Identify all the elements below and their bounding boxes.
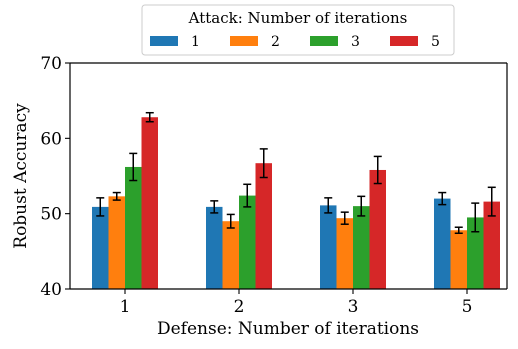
bar-series-3-cat-1 bbox=[125, 166, 142, 289]
x-tick-label-2: 2 bbox=[234, 297, 245, 317]
bar-series-1-cat-5 bbox=[434, 198, 451, 289]
bar-series-2-cat-1 bbox=[108, 196, 125, 289]
x-tick-label-3: 3 bbox=[348, 297, 359, 317]
bars bbox=[92, 117, 500, 290]
legend-swatch-2 bbox=[230, 36, 258, 46]
y-tick-label-40: 40 bbox=[40, 280, 62, 300]
legend-entry-5: 5 bbox=[390, 34, 440, 50]
error-bar-series-2-cat-5 bbox=[454, 226, 463, 235]
bar-series-3-cat-5 bbox=[467, 217, 484, 289]
error-bar-series-5-cat-2 bbox=[259, 148, 268, 179]
legend-swatch-1 bbox=[150, 36, 178, 46]
bar-series-2-cat-5 bbox=[450, 230, 467, 289]
legend: Attack: Number of iterations 1 2 3 5 bbox=[141, 4, 455, 56]
error-bars bbox=[96, 111, 496, 235]
error-bar-series-2-cat-3 bbox=[340, 211, 349, 225]
legend-label-2: 2 bbox=[271, 34, 280, 50]
legend-label-5: 5 bbox=[431, 34, 440, 50]
legend-entry-1: 1 bbox=[150, 34, 200, 50]
error-bar-series-3-cat-5 bbox=[471, 202, 480, 233]
legend-swatch-5 bbox=[390, 36, 418, 46]
bar-series-3-cat-3 bbox=[353, 206, 370, 289]
bar-series-1-cat-1 bbox=[92, 206, 109, 289]
error-bar-series-1-cat-5 bbox=[438, 191, 447, 206]
error-bar-series-5-cat-3 bbox=[373, 155, 382, 185]
y-tick-label-70: 70 bbox=[40, 54, 62, 74]
legend-frame bbox=[141, 4, 455, 56]
legend-items: 1 2 3 5 bbox=[150, 34, 440, 50]
error-bar-series-1-cat-1 bbox=[96, 197, 105, 217]
legend-swatch-3 bbox=[310, 36, 338, 46]
axes bbox=[69, 62, 508, 290]
y-ticks: 40 50 60 70 bbox=[40, 54, 70, 300]
error-bar-series-1-cat-2 bbox=[210, 200, 219, 214]
legend-label-1: 1 bbox=[191, 34, 200, 50]
x-axis-label: Defense: Number of iterations bbox=[157, 319, 419, 339]
bar-series-5-cat-3 bbox=[369, 169, 386, 289]
bar-series-5-cat-5 bbox=[483, 201, 500, 289]
bar-series-5-cat-2 bbox=[255, 163, 272, 289]
legend-title: Attack: Number of iterations bbox=[188, 9, 408, 27]
error-bar-series-3-cat-3 bbox=[357, 195, 366, 217]
legend-label-3: 3 bbox=[351, 34, 360, 50]
error-bar-series-3-cat-1 bbox=[129, 152, 138, 182]
x-ticks: 1 2 3 5 bbox=[120, 289, 473, 317]
error-bar-series-2-cat-1 bbox=[112, 191, 121, 201]
legend-entry-2: 2 bbox=[230, 34, 280, 50]
error-bar-series-2-cat-2 bbox=[226, 213, 235, 229]
bar-series-1-cat-3 bbox=[320, 205, 337, 289]
error-bar-series-5-cat-1 bbox=[145, 111, 154, 123]
y-tick-label-60: 60 bbox=[40, 129, 62, 149]
bar-series-5-cat-1 bbox=[141, 117, 158, 290]
error-bar-series-3-cat-2 bbox=[243, 183, 252, 208]
y-tick-label-50: 50 bbox=[40, 205, 62, 225]
legend-entry-3: 3 bbox=[310, 34, 360, 50]
bar-series-3-cat-2 bbox=[239, 195, 256, 289]
error-bar-series-5-cat-5 bbox=[487, 186, 496, 217]
error-bar-series-1-cat-3 bbox=[324, 197, 333, 214]
x-tick-label-5: 5 bbox=[462, 297, 473, 317]
y-axis-label: Robust Accuracy bbox=[11, 103, 31, 249]
bar-series-2-cat-2 bbox=[222, 221, 239, 289]
x-tick-label-1: 1 bbox=[120, 297, 131, 317]
bar-series-2-cat-3 bbox=[336, 218, 353, 289]
bar-series-1-cat-2 bbox=[206, 206, 223, 289]
